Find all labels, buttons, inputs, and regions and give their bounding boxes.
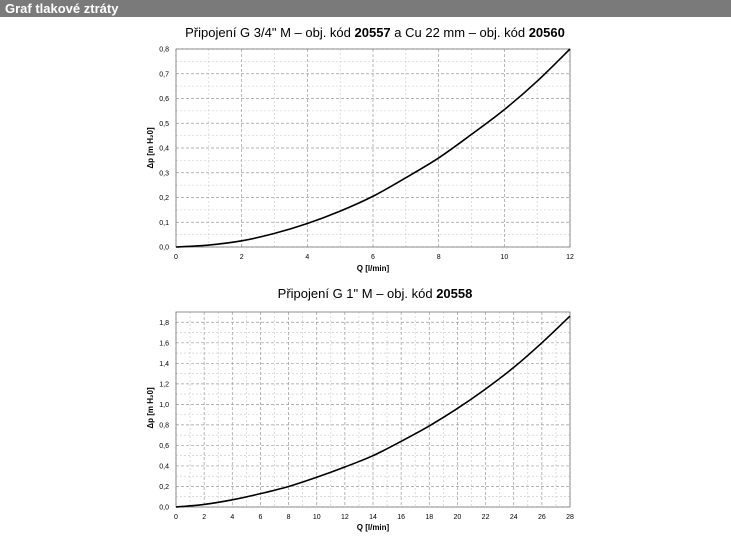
chart-2-y-tick-label: 1,6 [159,340,169,347]
chart-1-x-tick-label: 0 [174,254,178,261]
section-header: Graf tlakové ztráty [0,0,731,17]
chart-1: Připojení G 3/4" M – obj. kód 20557 a Cu… [146,25,574,273]
chart-1-y-tick-label: 0,6 [159,96,169,103]
chart-2-title: Připojení G 1" M – obj. kód 20558 [278,286,473,301]
chart-2-x-tick-label: 16 [397,514,405,521]
section-title: Graf tlakové ztráty [5,1,119,16]
chart-2-y-tick-label: 0,4 [159,463,169,470]
chart-2-ylabel: Δp [m H₂0] [146,387,155,429]
chart-2-x-tick-label: 18 [425,514,433,521]
chart-2-y-tick-label: 0,2 [159,484,169,491]
chart-1-y-tick-label: 0,3 [159,170,169,177]
chart-2: Připojení G 1" M – obj. kód 20558 Q [l/m… [146,286,574,532]
chart-2-plot-area [175,311,571,508]
chart-2-y-tick-label: 0,0 [159,505,169,512]
chart-2-y-tick-label: 1,4 [159,361,169,368]
chart-1-y-tick-label: 0,7 [159,71,169,78]
chart-2-y-tick-label: 0,6 [159,443,169,450]
chart-2-x-tick-label: 8 [287,514,291,521]
chart-1-x-tick-label: 6 [371,254,375,261]
chart-2-x-tick-label: 4 [230,514,234,521]
chart-1-y-tick-label: 0,2 [159,195,169,202]
chart-2-x-tick-label: 2 [202,514,206,521]
chart-1-y-tick-label: 0,1 [159,220,169,227]
chart-1-series-line [175,48,571,248]
chart-1-x-tick-label: 8 [437,254,441,261]
chart-2-y-tick-label: 1,0 [159,402,169,409]
chart-2-x-tick-label: 28 [566,514,574,521]
chart-2-x-tick-label: 0 [174,514,178,521]
chart-1-x-tick-label: 4 [305,254,309,261]
chart-2-x-tick-label: 22 [482,514,490,521]
chart-2-xlabel: Q [l/min] [357,523,390,532]
chart-2-y-tick-label: 1,2 [159,381,169,388]
chart-1-ylabel: Δp [m H₂0] [146,127,155,169]
chart-1-y-tick-label: 0,8 [159,47,169,54]
chart-1-x-tick-label: 10 [500,254,508,261]
chart-1-xlabel: Q [l/min] [357,264,390,273]
chart-1-plot-area [175,48,571,248]
chart-1-title: Připojení G 3/4" M – obj. kód 20557 a Cu… [185,25,565,40]
chart-1-y-tick-label: 0,0 [159,245,169,252]
chart-2-x-tick-label: 26 [538,514,546,521]
chart-1-y-tick-label: 0,4 [159,146,169,153]
chart-2-y-tick-label: 1,8 [159,320,169,327]
chart-1-y-tick-label: 0,5 [159,121,169,128]
chart-1-x-tick-label: 2 [240,254,244,261]
chart-2-x-tick-label: 12 [341,514,349,521]
chart-1-x-tick-label: 12 [566,254,574,261]
chart-2-x-tick-label: 24 [510,514,518,521]
chart-2-y-tick-label: 0,8 [159,422,169,429]
chart-2-x-tick-label: 20 [454,514,462,521]
chart-2-x-tick-label: 14 [369,514,377,521]
chart-2-series-line [175,315,571,508]
chart-2-x-tick-label: 10 [313,514,321,521]
chart-2-x-tick-label: 6 [258,514,262,521]
